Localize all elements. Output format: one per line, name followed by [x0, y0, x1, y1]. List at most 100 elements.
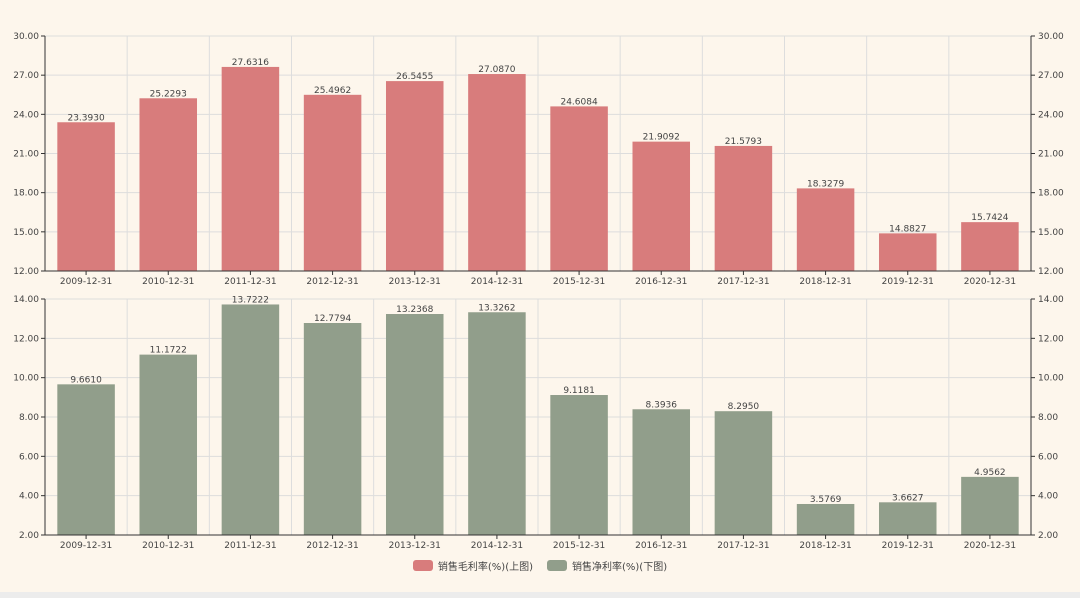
y-tick-label-left: 18.00 [13, 189, 39, 199]
x-tick-label: 2012-12-31 [306, 541, 358, 551]
x-tick-label: 2015-12-31 [553, 277, 605, 287]
bar [878, 233, 937, 271]
y-tick-label-left: 6.00 [19, 452, 39, 462]
y-tick-label-left: 4.00 [19, 492, 39, 502]
y-tick-label-left: 14.00 [13, 295, 39, 305]
legend-swatch-red [412, 560, 433, 571]
data-label: 21.5793 [725, 137, 762, 147]
bar [57, 384, 115, 535]
bar [632, 141, 691, 271]
bar [714, 411, 773, 535]
bar [303, 323, 362, 535]
data-label: 21.9092 [643, 133, 680, 143]
bottom-scroll-strip [0, 592, 1080, 598]
x-tick-label: 2017-12-31 [717, 277, 769, 287]
data-label: 12.7794 [314, 314, 351, 324]
x-tick-label: 2017-12-31 [717, 541, 769, 551]
y-tick-label-right: 15.00 [1038, 228, 1064, 238]
bar [57, 122, 115, 271]
x-tick-label: 2019-12-31 [882, 277, 934, 287]
bar [468, 74, 526, 272]
bar [961, 222, 1019, 271]
data-label: 27.6316 [232, 58, 269, 68]
legend-label: 销售净利率(%)(下图) [572, 562, 668, 573]
data-label: 8.2950 [728, 402, 760, 412]
x-tick-label: 2010-12-31 [142, 541, 194, 551]
data-label: 3.5769 [810, 495, 842, 505]
data-label: 13.3262 [478, 303, 515, 313]
data-label: 27.0870 [478, 65, 515, 75]
data-label: 25.2293 [150, 89, 187, 99]
bar [796, 503, 855, 535]
x-tick-label: 2009-12-31 [60, 277, 112, 287]
legend: 销售毛利率(%)(上图) 销售净利率(%)(下图) [0, 558, 1080, 573]
x-tick-label: 2015-12-31 [553, 541, 605, 551]
bar [139, 98, 198, 271]
x-tick-label: 2009-12-31 [60, 541, 112, 551]
x-tick-label: 2013-12-31 [389, 541, 441, 551]
x-tick-label: 2014-12-31 [471, 277, 523, 287]
data-label: 24.6084 [560, 97, 597, 107]
data-label: 9.6610 [70, 375, 102, 385]
x-tick-label: 2014-12-31 [471, 541, 523, 551]
bar [550, 395, 608, 535]
bar [303, 94, 362, 271]
x-tick-label: 2011-12-31 [224, 277, 276, 287]
bar [961, 476, 1019, 535]
bar [221, 304, 280, 535]
y-tick-label-right: 30.00 [1038, 32, 1064, 42]
x-tick-label: 2019-12-31 [882, 541, 934, 551]
x-tick-label: 2013-12-31 [389, 277, 441, 287]
x-tick-label: 2011-12-31 [224, 541, 276, 551]
legend-swatch-green [547, 560, 567, 571]
x-tick-label: 2016-12-31 [635, 277, 687, 287]
x-tick-label: 2018-12-31 [799, 541, 851, 551]
data-label: 14.8827 [889, 224, 926, 234]
data-label: 13.7222 [232, 295, 269, 305]
bar [632, 409, 691, 535]
y-tick-label-left: 12.00 [13, 267, 39, 277]
y-tick-label-left: 8.00 [19, 413, 39, 423]
bar [550, 106, 608, 271]
y-tick-label-right: 14.00 [1038, 295, 1064, 305]
legend-item-net-margin[interactable]: 销售净利率(%)(下图) [547, 558, 667, 573]
data-label: 26.5455 [396, 72, 433, 82]
legend-label: 销售毛利率(%)(上图) [437, 562, 533, 573]
bar [139, 354, 198, 535]
y-tick-label-left: 24.00 [13, 110, 39, 120]
y-tick-label-left: 15.00 [13, 228, 39, 238]
y-tick-label-left: 27.00 [13, 71, 39, 81]
bar [385, 81, 444, 271]
legend-item-gross-margin[interactable]: 销售毛利率(%)(上图) [412, 558, 533, 573]
y-tick-label-right: 4.00 [1038, 492, 1058, 502]
x-tick-label: 2016-12-31 [635, 541, 687, 551]
data-label: 13.2368 [396, 305, 433, 315]
data-label: 15.7424 [971, 213, 1008, 223]
x-tick-label: 2020-12-31 [964, 277, 1016, 287]
bar [714, 145, 773, 271]
y-tick-label-left: 30.00 [13, 32, 39, 42]
data-label: 23.3930 [67, 113, 104, 123]
data-label: 8.3936 [646, 400, 678, 410]
y-tick-label-right: 27.00 [1038, 71, 1064, 81]
y-tick-label-right: 21.00 [1038, 150, 1064, 160]
y-tick-label-left: 21.00 [13, 150, 39, 160]
y-tick-label-left: 2.00 [19, 531, 39, 541]
y-tick-label-right: 10.00 [1038, 374, 1064, 384]
y-tick-label-right: 12.00 [1038, 267, 1064, 277]
x-tick-label: 2010-12-31 [142, 277, 194, 287]
bar [796, 188, 855, 271]
data-label: 11.1722 [150, 346, 187, 356]
y-tick-label-right: 12.00 [1038, 334, 1064, 344]
bar [385, 314, 444, 535]
y-tick-label-right: 24.00 [1038, 110, 1064, 120]
x-tick-label: 2018-12-31 [799, 277, 851, 287]
x-tick-label: 2020-12-31 [964, 541, 1016, 551]
data-label: 9.1181 [563, 386, 595, 396]
data-label: 25.4962 [314, 86, 351, 96]
bar [221, 66, 280, 271]
y-tick-label-left: 12.00 [13, 334, 39, 344]
data-label: 18.3279 [807, 179, 844, 189]
y-tick-label-left: 10.00 [13, 374, 39, 384]
